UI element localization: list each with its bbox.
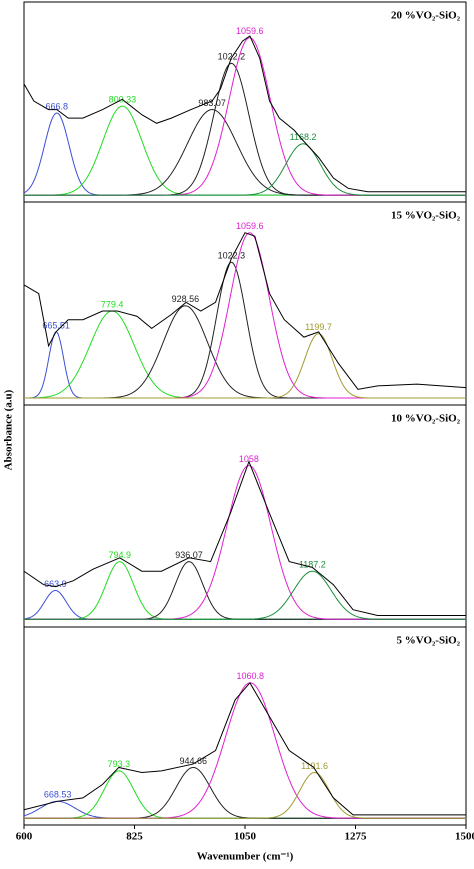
peak-label: 779.4 [101, 299, 124, 309]
y-axis-label: Absorbance (a.u) [3, 389, 15, 470]
fit-peak [24, 105, 466, 196]
peak-label: 794.9 [108, 550, 131, 560]
peak-label: 1168.2 [290, 132, 317, 142]
x-tick-label: 600 [16, 831, 33, 843]
peak-label: 1058 [239, 454, 259, 464]
peak-label: 1022.3 [218, 251, 246, 261]
fit-peak [24, 261, 466, 399]
x-tick-label: 1500 [455, 831, 474, 843]
peak-label: 663.9 [44, 579, 67, 589]
fit-peak [24, 770, 466, 819]
x-tick-label: 825 [126, 831, 143, 843]
peak-label: 668.53 [44, 790, 72, 800]
peak-label: 1059.6 [236, 26, 264, 36]
panel-title: 20 %VO₂-SiO₂ [391, 10, 461, 22]
spectrum-line [23, 35, 466, 193]
spectrum-line [23, 232, 467, 390]
fit-peak [24, 772, 466, 819]
peak-label: 666.8 [46, 101, 69, 111]
peak-label: 1187.2 [299, 560, 326, 570]
fit-peak [23, 800, 466, 819]
fit-peak [24, 464, 466, 620]
fit-peak [24, 570, 466, 620]
peak-label: 793.3 [108, 759, 131, 769]
peak-label: 936.07 [175, 550, 203, 560]
panel-frame [23, 404, 467, 628]
peak-label: 665.51 [42, 320, 70, 330]
peak-label: 1022.2 [218, 52, 246, 62]
peak-label: 944.66 [180, 756, 208, 766]
peak-label: 1199.7 [305, 322, 332, 332]
spectrum-line [23, 681, 466, 816]
panel-title: 10 %VO₂-SiO₂ [391, 413, 461, 425]
fit-peak [24, 682, 466, 819]
fit-peak [24, 305, 466, 399]
peak-label: 928.56 [172, 294, 200, 304]
fit-peak [24, 143, 466, 196]
peak-label: 1191.6 [301, 761, 328, 771]
peak-label: 1059.6 [236, 221, 264, 231]
fit-peak [24, 109, 466, 196]
x-axis-label: Wavenumber (cm⁻¹) [197, 851, 294, 863]
panel-frame [23, 626, 467, 826]
fit-peak [24, 333, 466, 399]
panel-title: 15 %VO₂-SiO₂ [391, 210, 461, 222]
x-tick-label: 1050 [234, 831, 257, 843]
peak-label: 983.07 [198, 98, 226, 108]
spectrum-line [23, 460, 466, 616]
fit-peak [24, 62, 466, 196]
fit-peak [23, 112, 466, 196]
x-tick-label: 1275 [345, 831, 368, 843]
fit-peak [24, 331, 466, 399]
peak-label: 1060.8 [237, 671, 265, 681]
panel-title: 5 %VO₂-SiO₂ [396, 635, 460, 647]
